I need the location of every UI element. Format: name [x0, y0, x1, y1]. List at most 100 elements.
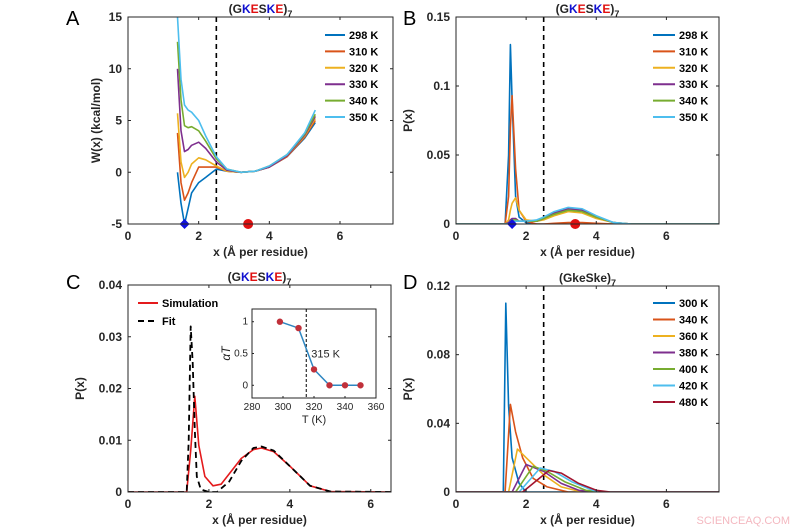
y-tick-label: -5 — [111, 217, 122, 231]
y-tick-label: 0.04 — [99, 278, 123, 292]
y-tick-label: 10 — [109, 62, 123, 76]
y-axis-label: P(x) — [401, 378, 415, 401]
x-tick-label: 0 — [453, 497, 460, 511]
title-part: ) — [283, 2, 287, 16]
panel-letter-d: D — [403, 272, 417, 294]
chart-title: (GkeSke)7 — [559, 271, 616, 288]
x-tick-label: 4 — [266, 229, 273, 243]
inset-data-point — [310, 366, 318, 373]
x-axis-label: x (Å per residue) — [212, 512, 307, 527]
y-tick-label: 0.01 — [99, 433, 123, 447]
x-tick-label: 6 — [663, 497, 670, 511]
series-line-330-k — [176, 68, 316, 174]
inset-y-tick-label: 0 — [242, 380, 248, 391]
title-part: K — [266, 270, 275, 284]
inset-annotation: 315 K — [311, 349, 340, 361]
panel-letter-a: A — [66, 8, 80, 30]
title-part: ( — [228, 270, 232, 284]
series-line-350-k — [176, 17, 317, 174]
panel-d: 0 2 4 6 0 0.04 0.08 0.12 (GkeSke)7 x (Å per resid… — [401, 271, 720, 527]
x-tick-label: 6 — [367, 497, 374, 511]
title-subscript: 7 — [614, 9, 619, 19]
title-part: E — [250, 270, 258, 284]
y-tick-label: 15 — [109, 10, 123, 24]
y-axis-label: P(x) — [401, 109, 415, 132]
title-part: S — [258, 270, 266, 284]
series-line-298-k — [176, 122, 316, 224]
legend-label: 310 K — [679, 46, 708, 58]
panel-letter-b: B — [403, 8, 416, 30]
title-part: E — [251, 2, 259, 16]
title-part: E — [602, 2, 610, 16]
legend-label: 350 K — [349, 112, 378, 124]
y-tick-label: 0.02 — [99, 382, 123, 396]
y-tick-label: 0.1 — [433, 79, 450, 93]
legend-label: 330 K — [679, 79, 708, 91]
y-tick-label: 0 — [115, 165, 122, 179]
legend-label: 480 K — [679, 397, 708, 409]
inset-chart: 280 300 320 340 360 0 0.5 1 315 K T (K) αT — [219, 308, 385, 426]
panel-c: 0 2 4 600.010.020.030.04(GKESKE)7x (Å per r… — [73, 270, 392, 527]
x-tick-label: 2 — [523, 229, 530, 243]
title-part: S — [586, 2, 594, 16]
legend-label: 300 K — [679, 298, 708, 310]
series-line-310-k — [176, 120, 316, 201]
inset-x-tick-label: 280 — [244, 402, 261, 413]
legend-label: 298 K — [349, 30, 378, 42]
y-tick-label: 0.03 — [99, 330, 123, 344]
x-axis-label: x (Å per residue) — [213, 244, 308, 259]
chart-title: (GKESKE)7 — [556, 2, 620, 19]
legend-label: 310 K — [349, 46, 378, 58]
series-line-298-k — [456, 43, 719, 224]
title-part: (GkeSke) — [559, 271, 611, 285]
inset-data-point — [341, 382, 349, 389]
y-tick-label: 0 — [443, 485, 450, 499]
y-tick-label: 0.04 — [427, 416, 451, 430]
legend-label: 400 K — [679, 364, 708, 376]
title-subscript: 7 — [287, 9, 292, 19]
title-part: E — [274, 270, 282, 284]
title-part: K — [569, 2, 578, 16]
panel-b: 0 2 4 600.050.10.15(GKESKE)7x (Å per residu… — [401, 2, 720, 259]
inset-y-axis-label: αT — [219, 345, 233, 361]
series-line-360-k — [456, 448, 719, 492]
x-tick-label: 4 — [593, 497, 600, 511]
legend-label: 420 K — [679, 381, 708, 393]
legend-label: 340 K — [349, 96, 378, 108]
axes-box — [455, 16, 720, 225]
inset-data-point — [295, 324, 302, 332]
x-tick-label: 2 — [195, 229, 202, 243]
legend-label: 298 K — [679, 30, 708, 42]
title-subscript: 7 — [286, 277, 291, 287]
legend-label: 320 K — [679, 63, 708, 75]
inset-data-point — [276, 318, 284, 325]
y-axis-label: P(x) — [73, 377, 87, 400]
x-tick-label: 0 — [125, 497, 132, 511]
title-part: ) — [610, 2, 614, 16]
title-part: G — [233, 2, 242, 16]
chart-title: (GKESKE)7 — [229, 2, 293, 19]
inset-y-tick-label: 1 — [242, 317, 248, 328]
x-tick-label: 2 — [523, 497, 530, 511]
chart-title: (GKESKE)7 — [228, 270, 292, 287]
legend-label: Simulation — [162, 298, 219, 310]
legend-label: Fit — [162, 316, 176, 328]
title-part: ( — [556, 2, 560, 16]
y-axis-label: W(x) (kcal/mol) — [89, 78, 103, 163]
x-axis-label: x (Å per residue) — [540, 244, 635, 259]
panel-letter-c: C — [66, 272, 80, 294]
title-part: G — [232, 270, 241, 284]
series-line-340-k — [176, 41, 317, 174]
x-axis-label: x (Å per residue) — [540, 512, 635, 527]
legend-label: 350 K — [679, 112, 708, 124]
title-part: K — [594, 2, 603, 16]
watermark: SCIENCEAQ.COM — [696, 515, 790, 527]
inset-x-axis-label: T (K) — [302, 414, 326, 426]
title-subscript: 7 — [611, 278, 616, 288]
inset-axes-box — [251, 308, 377, 399]
y-tick-label: 0 — [443, 217, 450, 231]
title-part: K — [267, 2, 276, 16]
title-part: E — [275, 2, 283, 16]
